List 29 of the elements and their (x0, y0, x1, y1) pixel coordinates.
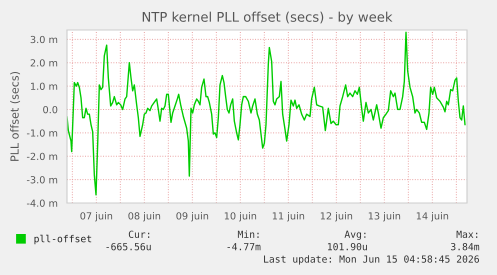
y-tick-label: -3.0 m (26, 176, 58, 184)
x-tick-label: 12 juin (320, 212, 352, 222)
x-tick-label: 08 juin (128, 212, 160, 222)
x-tick-label: 14 juin (416, 212, 448, 222)
y-tick-label: 3.0 m (30, 36, 58, 44)
text: 3.84m (450, 242, 480, 250)
chart-title: NTP kernel PLL offset (secs) - by week (142, 12, 393, 24)
text: Max: (456, 230, 478, 238)
y-tick-label: -4.0 m (26, 199, 58, 207)
x-tick-label: 07 juin (80, 212, 112, 222)
y-tick-label: 0.0 (43, 106, 58, 114)
y-tick-label: 2.0 m (30, 59, 58, 67)
text: Min: (238, 230, 259, 238)
text: Cur: (128, 230, 150, 238)
y-axis-title: PLL offset (secs) (10, 72, 20, 161)
text: Avg: (344, 230, 366, 240)
y-tick-label: -2.0 m (26, 152, 58, 160)
text: -665.56u (106, 242, 151, 250)
y-tick-label: -1.0 m (26, 129, 58, 137)
x-tick-label: 10 juin (224, 212, 256, 222)
x-tick-label: 11 juin (272, 212, 304, 222)
x-tick-label: 13 juin (368, 212, 400, 222)
text: Last update: Mon Jun 15 04:58:45 2026 (264, 255, 479, 265)
legend-label: pll-offset (34, 234, 92, 244)
y-tick-label: 1.0 m (31, 82, 58, 90)
text: -4.77m (227, 243, 260, 250)
text: 101.90u (328, 242, 367, 250)
line-series (67, 32, 466, 196)
x-tick-label: 09 juin (176, 212, 208, 222)
